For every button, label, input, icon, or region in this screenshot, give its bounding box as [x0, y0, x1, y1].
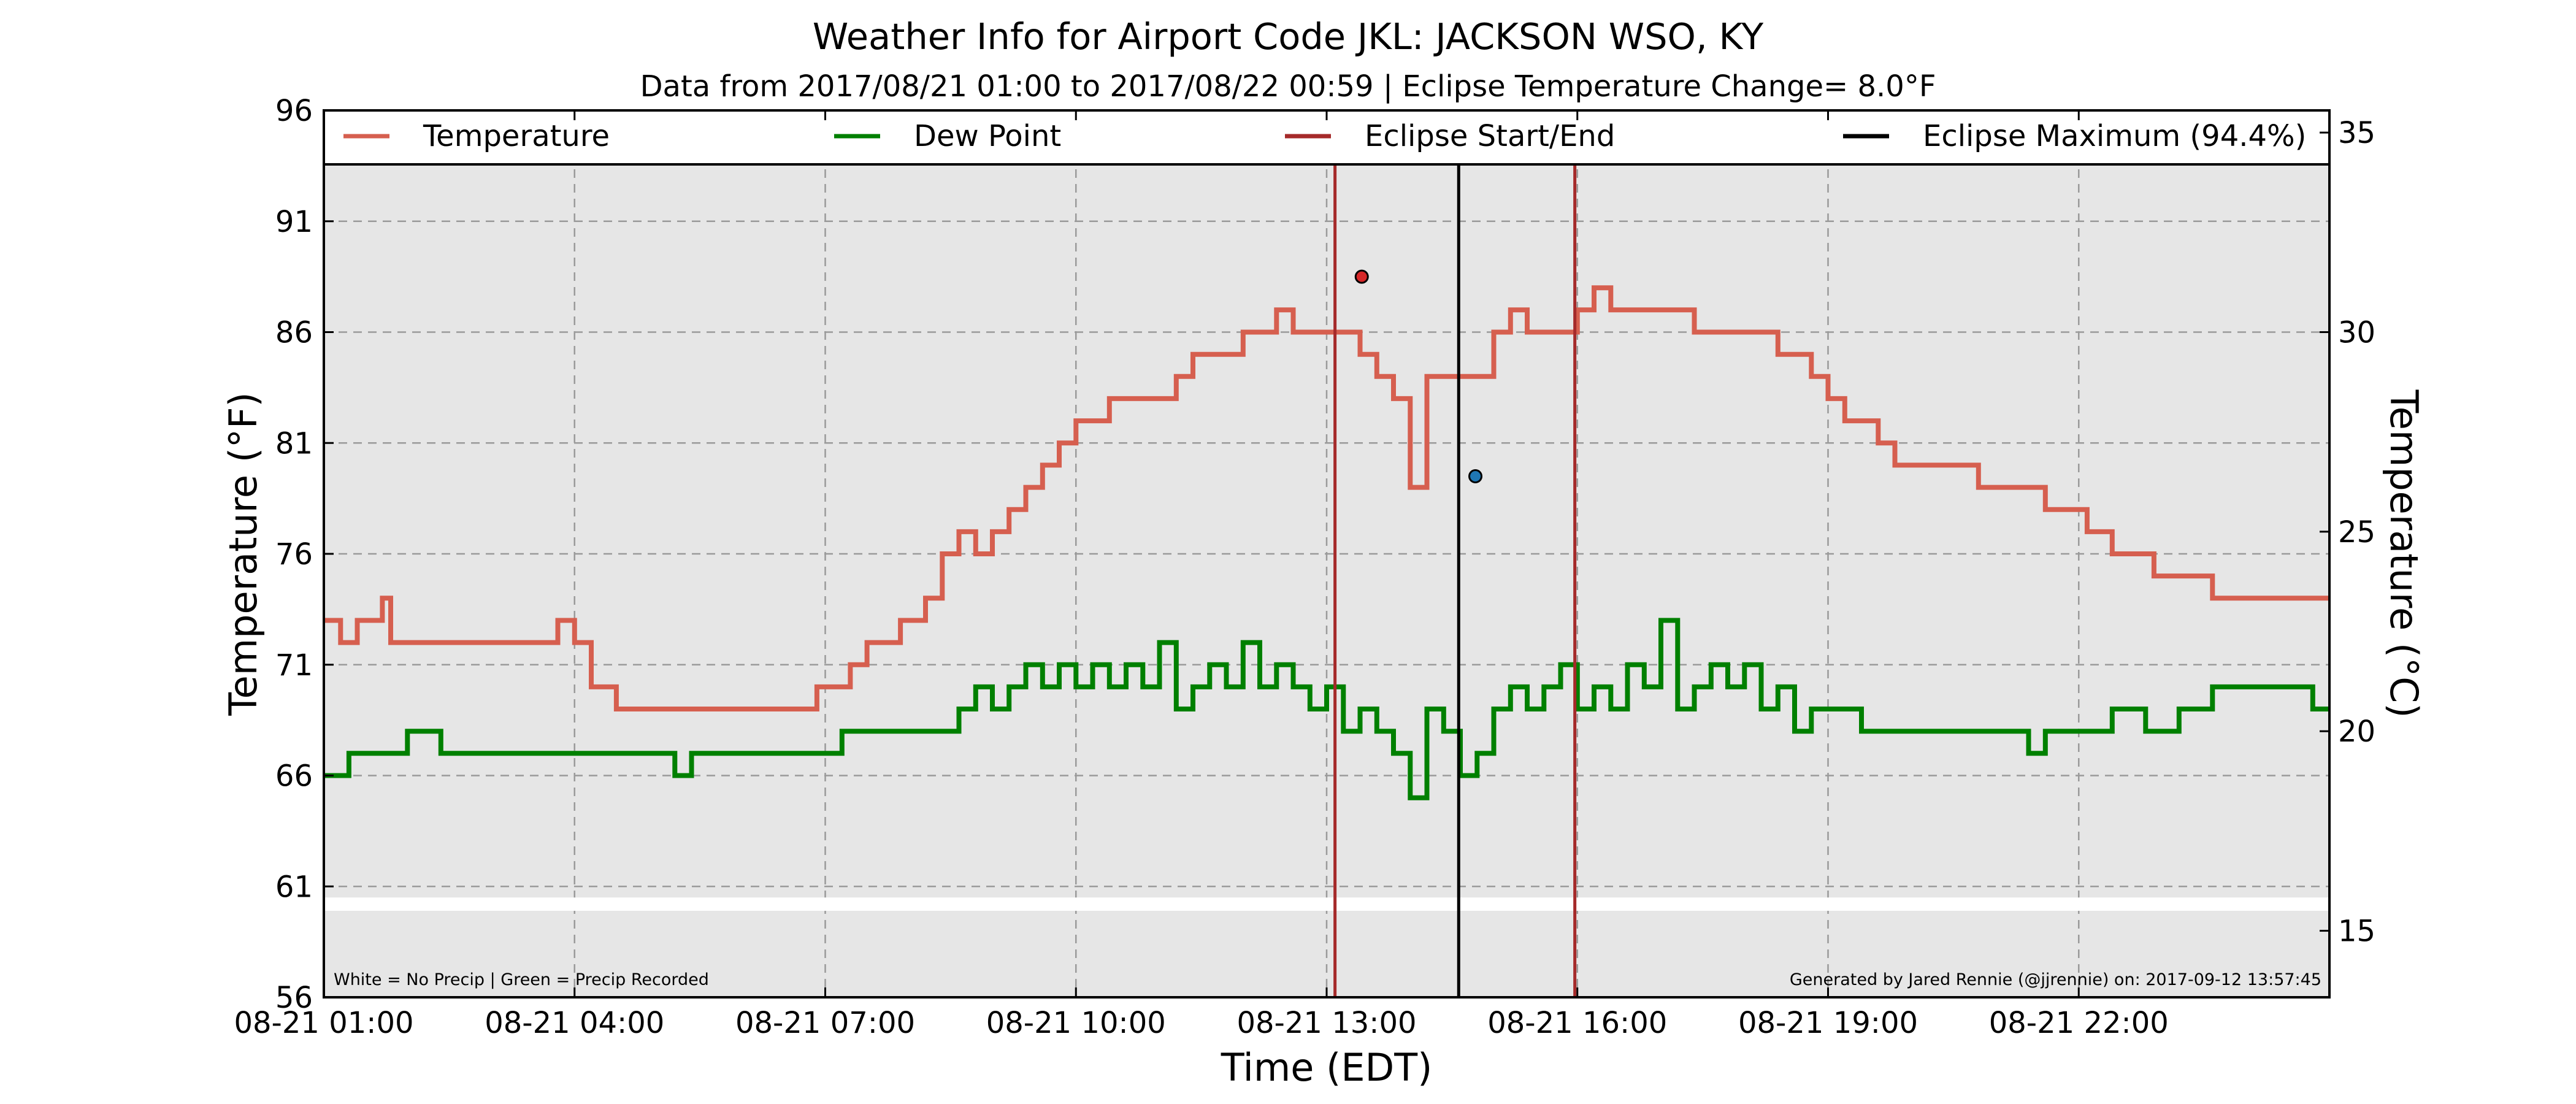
legend-label: Eclipse Maximum (94.4%) — [1923, 119, 2306, 153]
series-line-dew-point — [324, 618, 2329, 800]
y-axis-left: 56 61 66 71 76 81 86 91 96 — [275, 94, 334, 1015]
y-tick-label-left: 86 — [275, 316, 313, 350]
legend-label: Temperature — [423, 119, 610, 153]
y-axis-right: 15 20 25 30 35 — [2320, 116, 2375, 949]
y-axis-label-left: Temperature (°F) — [221, 392, 266, 716]
x-tick-label: 08-21 07:00 — [735, 1006, 915, 1040]
credit-note: Generated by Jared Rennie (@jjrennie) on… — [1790, 970, 2321, 989]
x-tick-label: 08-21 10:00 — [986, 1006, 1166, 1040]
eclipse-high-marker — [1354, 269, 1369, 284]
y-tick-label-left: 66 — [275, 759, 313, 794]
eclipse-markers — [1354, 269, 1483, 483]
y-tick-label-left: 56 — [275, 981, 313, 1015]
legend-label: Eclipse Start/End — [1365, 119, 1615, 153]
y-tick-label-left: 76 — [275, 537, 313, 572]
x-tick-label: 08-21 16:00 — [1487, 1006, 1667, 1040]
legend: Temperature Dew Point Eclipse Start/End Ecl… — [343, 119, 2306, 153]
x-tick-label: 08-21 04:00 — [485, 1006, 664, 1040]
chart-title: Weather Info for Airport Code JKL: JACKS… — [813, 15, 1764, 58]
y-tick-label-right: 25 — [2338, 515, 2375, 550]
x-tick-label: 08-21 22:00 — [1989, 1006, 2169, 1040]
y-tick-label-left: 81 — [275, 426, 313, 461]
precip-note: White = No Precip | Green = Precip Recor… — [334, 970, 709, 989]
y-tick-label-right: 30 — [2338, 316, 2375, 350]
x-tick-label: 08-21 01:00 — [234, 1006, 413, 1040]
legend-label: Dew Point — [914, 119, 1061, 153]
plot-series — [324, 285, 2329, 800]
eclipse-low-marker — [1468, 469, 1483, 483]
chart-subtitle: Data from 2017/08/21 01:00 to 2017/08/22… — [640, 69, 1936, 104]
y-tick-label-right: 35 — [2338, 116, 2375, 150]
y-tick-label-left: 71 — [275, 648, 313, 683]
x-axis: 08-21 01:00 08-21 04:00 08-21 07:00 08-21 1… — [234, 110, 2169, 1040]
y-tick-label-left: 91 — [275, 205, 313, 239]
y-tick-label-left: 61 — [275, 870, 313, 904]
eclipse-lines — [1333, 164, 1577, 997]
series-line-temperature — [324, 285, 2329, 711]
y-tick-label-right: 15 — [2338, 914, 2375, 949]
y-tick-label-right: 20 — [2338, 715, 2375, 749]
y-tick-label-left: 96 — [275, 94, 313, 128]
x-tick-label: 08-21 19:00 — [1738, 1006, 1918, 1040]
precip-strip — [324, 897, 2329, 911]
y-axis-label-right: Temperature (°C) — [2382, 389, 2426, 718]
x-axis-label: Time (EDT) — [1221, 1045, 1433, 1090]
x-tick-label: 08-21 13:00 — [1236, 1006, 1416, 1040]
